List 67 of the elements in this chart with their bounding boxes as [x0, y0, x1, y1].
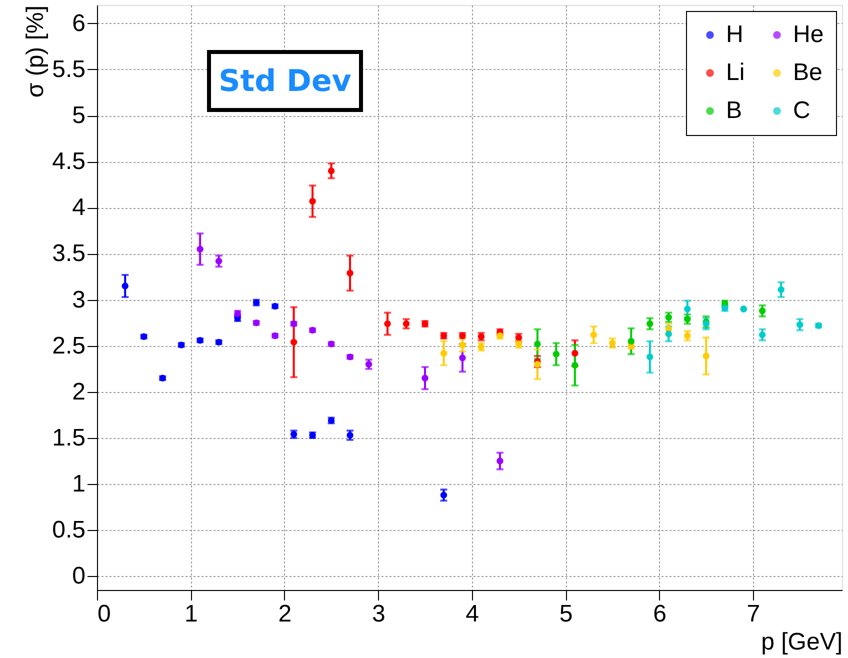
point	[384, 320, 391, 328]
point	[758, 308, 766, 314]
point	[665, 330, 672, 338]
point	[402, 320, 410, 328]
point	[346, 432, 354, 439]
y-tick-label: 5.5	[52, 56, 86, 83]
point	[496, 458, 504, 464]
x-tick-label: 2	[278, 600, 292, 628]
y-tick-label: 0.5	[52, 516, 86, 544]
point	[684, 332, 691, 340]
point	[290, 338, 298, 346]
x-tick-label: 3	[372, 600, 386, 628]
text: Std Dev	[218, 64, 352, 99]
y-tick-label: 2	[72, 378, 86, 406]
legend-label: Li	[726, 59, 745, 86]
point	[365, 360, 372, 368]
y-axis-title: σ (p) [%]	[22, 6, 50, 98]
point	[572, 350, 578, 357]
point	[590, 331, 598, 338]
x-axis-title: p [GeV]	[761, 628, 842, 656]
point	[422, 374, 428, 382]
legend-label: C	[793, 97, 810, 124]
point	[309, 198, 316, 205]
legend-label: H	[726, 21, 744, 48]
point	[552, 350, 560, 358]
y-tick-label: 1	[72, 470, 86, 498]
point	[665, 314, 672, 321]
y-tick-label: 4.5	[52, 148, 86, 176]
x-tick-label: 5	[559, 600, 573, 628]
y-tick-label: 3	[72, 286, 86, 314]
point	[440, 350, 448, 357]
point	[646, 320, 654, 328]
point	[796, 321, 804, 328]
x-tick-label: 6	[653, 600, 666, 628]
y-tick-label: 6	[72, 10, 86, 37]
y-tick-label: 4	[72, 194, 86, 222]
x-tick-label: 1	[184, 600, 198, 628]
point	[758, 331, 766, 338]
point	[646, 354, 654, 360]
y-tick-label: 2.5	[52, 332, 86, 360]
point	[684, 316, 691, 322]
point	[572, 362, 578, 369]
point	[702, 352, 710, 360]
y-tick-label: 5	[72, 102, 86, 130]
point	[196, 246, 204, 252]
x-tick-label: 0	[98, 600, 111, 628]
legend-label: B	[726, 97, 742, 124]
point	[628, 338, 635, 345]
legend-label: Be	[793, 59, 822, 86]
point	[609, 340, 616, 346]
x-tick-label: 4	[466, 600, 480, 628]
x-tick-label: 7	[746, 600, 760, 628]
point	[346, 270, 354, 276]
point	[684, 306, 691, 312]
y-tick-label: 1.5	[52, 424, 86, 452]
point	[459, 354, 466, 362]
point	[328, 167, 335, 174]
point	[534, 340, 541, 348]
point	[534, 360, 541, 368]
point	[459, 342, 466, 348]
point	[440, 492, 448, 498]
y-tick-label: 3.5	[52, 240, 86, 268]
point	[122, 282, 128, 290]
y-tick-label: 0	[72, 562, 86, 590]
point	[778, 286, 784, 294]
legend-label: He	[793, 21, 824, 48]
point	[215, 258, 222, 264]
